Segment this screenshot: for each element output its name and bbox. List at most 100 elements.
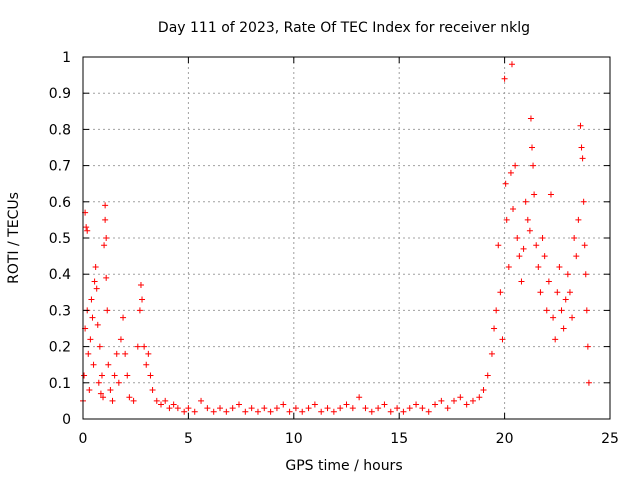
y-tick-label: 0.4	[49, 267, 71, 283]
x-tick-label: 20	[496, 431, 514, 447]
grid	[83, 57, 610, 419]
data-point	[242, 408, 249, 415]
data-point	[480, 387, 487, 394]
data-point	[581, 242, 588, 249]
data-point	[575, 216, 582, 223]
data-point	[91, 278, 98, 285]
data-point	[93, 285, 100, 292]
x-tick-label: 15	[390, 431, 408, 447]
data-point	[157, 401, 164, 408]
data-point	[577, 122, 584, 129]
data-point	[512, 162, 519, 169]
data-point	[569, 314, 576, 321]
data-point	[413, 401, 420, 408]
data-point	[217, 405, 224, 412]
data-point	[533, 242, 540, 249]
data-point	[267, 408, 274, 415]
data-point	[204, 405, 211, 412]
data-point	[543, 307, 550, 314]
data-points	[80, 61, 592, 415]
data-point	[585, 379, 592, 386]
data-point	[235, 401, 242, 408]
data-point	[305, 405, 312, 412]
data-point	[107, 387, 114, 394]
data-point	[126, 394, 133, 401]
data-point	[311, 401, 318, 408]
data-point	[174, 405, 181, 412]
data-point	[104, 307, 111, 314]
data-point	[97, 390, 104, 397]
data-point	[554, 289, 561, 296]
data-point	[381, 401, 388, 408]
data-point	[96, 343, 103, 350]
data-point	[580, 198, 587, 205]
data-point	[89, 314, 96, 321]
data-point	[137, 282, 144, 289]
data-point	[495, 242, 502, 249]
data-point	[530, 162, 537, 169]
data-point	[503, 216, 510, 223]
data-point	[584, 343, 591, 350]
data-point	[198, 397, 205, 404]
data-point	[526, 227, 533, 234]
data-point	[88, 296, 95, 303]
y-tick-label: 0.9	[49, 86, 71, 102]
data-point	[558, 307, 565, 314]
data-point	[103, 235, 110, 241]
x-tick-label: 25	[601, 431, 619, 447]
x-tick-labels: 0 5 10 15 20 25	[79, 431, 619, 447]
data-point	[343, 401, 350, 408]
data-point	[560, 325, 567, 332]
data-point	[444, 405, 451, 412]
data-point	[292, 405, 299, 412]
data-point	[552, 336, 559, 343]
data-point	[545, 278, 552, 285]
data-point	[488, 350, 495, 357]
x-tick-label: 0	[79, 431, 88, 447]
data-point	[520, 245, 527, 252]
y-axis-label: ROTI / TECUs	[6, 192, 22, 284]
data-point	[484, 372, 491, 379]
data-point	[100, 394, 107, 401]
data-point	[499, 336, 506, 343]
data-point	[139, 296, 146, 303]
y-tick-label: 0.8	[49, 122, 71, 138]
chart-title: Day 111 of 2023, Rate Of TEC Index for r…	[158, 20, 530, 36]
data-point	[109, 397, 116, 404]
data-point	[582, 271, 589, 278]
y-tick-label: 0.6	[49, 195, 71, 211]
data-point	[432, 401, 439, 408]
data-point	[113, 350, 120, 357]
data-point	[83, 224, 90, 231]
data-point	[229, 405, 236, 412]
data-point	[166, 405, 173, 412]
data-point	[223, 408, 230, 415]
data-point	[387, 408, 394, 415]
data-point	[136, 307, 143, 314]
data-point	[318, 408, 325, 415]
data-point	[248, 405, 255, 412]
data-point	[181, 408, 188, 415]
data-point	[400, 408, 407, 415]
data-point	[86, 387, 93, 394]
plot-frame	[82, 56, 611, 420]
data-point	[299, 408, 306, 415]
data-point	[451, 397, 458, 404]
data-point	[122, 350, 129, 357]
data-point	[98, 372, 105, 379]
data-point	[101, 242, 108, 249]
data-point	[539, 235, 546, 241]
data-point	[349, 405, 356, 412]
data-point	[524, 216, 531, 223]
data-point	[120, 314, 127, 321]
data-point	[457, 394, 464, 401]
x-tick-label: 10	[285, 431, 303, 447]
data-point	[111, 372, 118, 379]
data-point	[510, 206, 517, 213]
data-point	[103, 274, 110, 281]
data-point	[84, 227, 91, 234]
data-point	[394, 405, 401, 412]
y-tick-label: 1	[62, 50, 71, 66]
data-point	[493, 307, 500, 314]
data-point	[463, 401, 470, 408]
